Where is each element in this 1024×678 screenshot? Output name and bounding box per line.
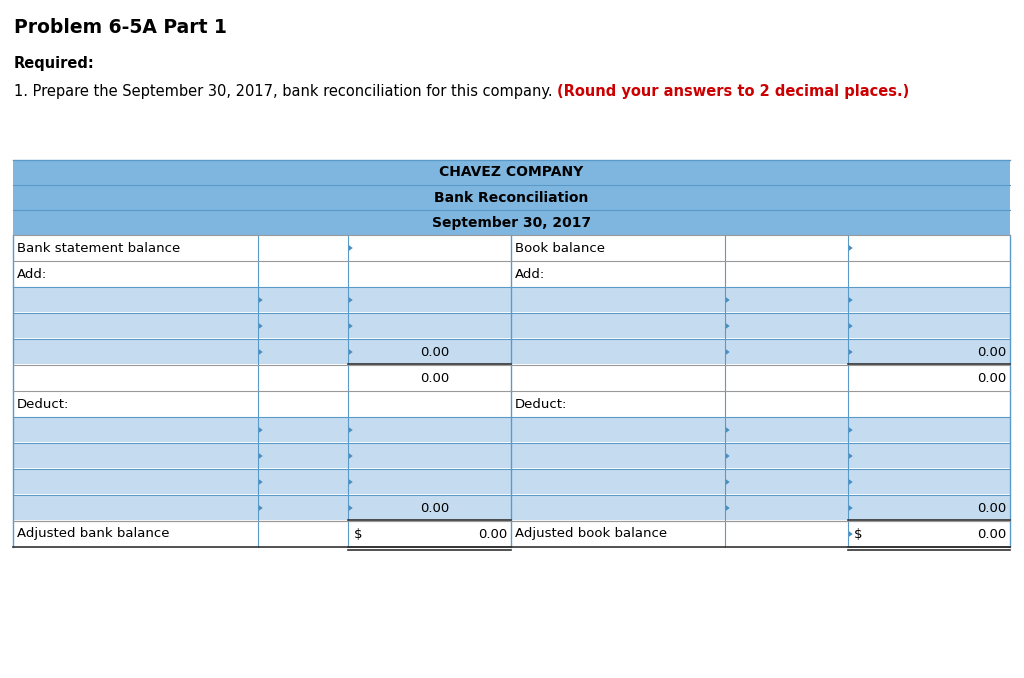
Text: Deduct:: Deduct: — [17, 397, 70, 410]
Text: Book balance: Book balance — [515, 241, 605, 254]
Bar — [511, 417, 1010, 442]
Text: Adjusted book balance: Adjusted book balance — [515, 527, 667, 540]
Polygon shape — [259, 427, 263, 433]
Polygon shape — [259, 323, 263, 329]
Bar — [13, 495, 511, 520]
Polygon shape — [849, 454, 853, 459]
Polygon shape — [849, 479, 853, 485]
Polygon shape — [349, 454, 352, 459]
Text: Adjusted bank balance: Adjusted bank balance — [17, 527, 170, 540]
Bar — [511, 495, 1010, 520]
Polygon shape — [726, 297, 730, 303]
Text: Required:: Required: — [14, 56, 95, 71]
Bar — [511, 339, 1010, 364]
Bar — [13, 339, 511, 364]
Bar — [13, 443, 511, 468]
Polygon shape — [259, 297, 263, 303]
Text: 0.00: 0.00 — [478, 527, 507, 540]
Polygon shape — [726, 479, 730, 485]
Polygon shape — [849, 532, 853, 537]
Bar — [13, 287, 511, 312]
Text: 0.00: 0.00 — [977, 502, 1006, 515]
Polygon shape — [849, 349, 853, 355]
Polygon shape — [349, 479, 352, 485]
Text: Add:: Add: — [17, 268, 47, 281]
Polygon shape — [849, 323, 853, 329]
Polygon shape — [349, 427, 352, 433]
Text: (Round your answers to 2 decimal places.): (Round your answers to 2 decimal places.… — [557, 84, 909, 99]
Polygon shape — [259, 454, 263, 459]
Bar — [13, 313, 511, 338]
Polygon shape — [726, 323, 730, 329]
Polygon shape — [849, 245, 853, 251]
Text: 0.00: 0.00 — [977, 527, 1006, 540]
Bar — [511, 443, 1010, 468]
Bar — [511, 287, 1010, 312]
Text: 0.00: 0.00 — [420, 372, 450, 384]
Text: 0.00: 0.00 — [420, 346, 450, 359]
Text: 0.00: 0.00 — [977, 346, 1006, 359]
Text: Problem 6-5A Part 1: Problem 6-5A Part 1 — [14, 18, 227, 37]
Text: Bank statement balance: Bank statement balance — [17, 241, 180, 254]
Text: September 30, 2017: September 30, 2017 — [432, 216, 591, 229]
Bar — [13, 417, 511, 442]
Text: Deduct:: Deduct: — [515, 397, 567, 410]
Polygon shape — [349, 323, 352, 329]
Polygon shape — [349, 245, 352, 251]
Bar — [13, 160, 1010, 235]
Text: 0.00: 0.00 — [420, 502, 450, 515]
Text: $: $ — [354, 527, 362, 540]
Bar — [13, 469, 511, 494]
Polygon shape — [349, 505, 352, 511]
Bar — [511, 469, 1010, 494]
Polygon shape — [259, 349, 263, 355]
Text: Bank Reconciliation: Bank Reconciliation — [434, 191, 589, 205]
Polygon shape — [349, 297, 352, 303]
Text: CHAVEZ COMPANY: CHAVEZ COMPANY — [439, 165, 584, 180]
Polygon shape — [259, 479, 263, 485]
Polygon shape — [726, 505, 730, 511]
Polygon shape — [849, 297, 853, 303]
Bar — [511, 313, 1010, 338]
Text: 1. Prepare the September 30, 2017, bank reconciliation for this company.: 1. Prepare the September 30, 2017, bank … — [14, 84, 557, 99]
Text: 0.00: 0.00 — [977, 372, 1006, 384]
Polygon shape — [259, 505, 263, 511]
Polygon shape — [726, 454, 730, 459]
Polygon shape — [726, 349, 730, 355]
Polygon shape — [849, 427, 853, 433]
Polygon shape — [849, 505, 853, 511]
Polygon shape — [349, 349, 352, 355]
Text: $: $ — [854, 527, 862, 540]
Text: Add:: Add: — [515, 268, 545, 281]
Polygon shape — [726, 427, 730, 433]
